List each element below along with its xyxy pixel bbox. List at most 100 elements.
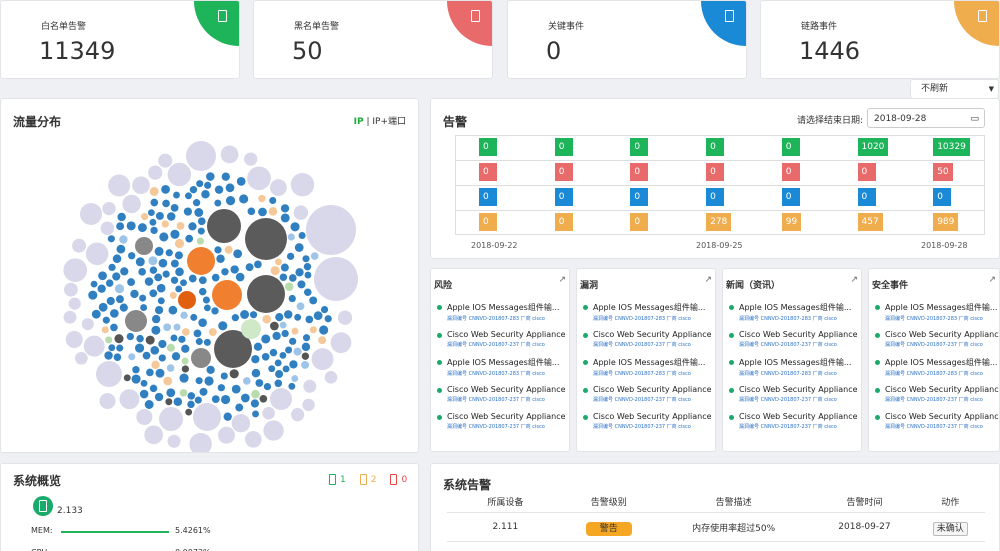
news-item[interactable]: Cisco Web Security Appliance ... 漏洞编号 CNN… xyxy=(437,330,565,348)
item-title: Cisco Web Security Appliance ... xyxy=(593,384,711,394)
bubble xyxy=(240,393,250,403)
bubble xyxy=(165,398,173,406)
bubble xyxy=(258,194,266,203)
bubble xyxy=(146,368,154,377)
bubble xyxy=(245,263,254,272)
bubble xyxy=(212,280,242,310)
bubble xyxy=(151,314,161,324)
bubble xyxy=(206,365,215,374)
bubble xyxy=(218,321,228,331)
bubble xyxy=(127,278,136,286)
toggle-ip[interactable]: IP xyxy=(353,117,364,127)
news-item[interactable]: Cisco Web Security Appliance ... 漏洞编号 CNN… xyxy=(437,385,565,403)
bubble xyxy=(173,191,180,199)
external-link[interactable]: ↗ xyxy=(558,275,566,285)
bubble xyxy=(136,334,144,343)
bubble xyxy=(216,254,225,263)
news-item[interactable]: Cisco Web Security Appliance ... 漏洞编号 CNN… xyxy=(729,385,857,403)
bubble xyxy=(137,223,147,233)
bubble xyxy=(101,326,109,334)
bubble xyxy=(310,252,319,260)
date-input[interactable]: 2018-09-28 ▭ xyxy=(867,108,985,128)
item-title: Apple IOS Messages组件输... xyxy=(593,303,706,312)
external-link[interactable]: ↗ xyxy=(850,275,858,285)
news-item[interactable]: Apple IOS Messages组件输... 漏洞编号 CNNVD-20180… xyxy=(437,357,565,377)
header-cell: 告警级别 xyxy=(563,490,654,513)
device-icon xyxy=(33,496,53,516)
bubble xyxy=(135,257,145,267)
bubble xyxy=(98,271,107,281)
news-item[interactable]: Cisco Web Security Appliance ... 漏洞编号 CNN… xyxy=(875,412,999,430)
alerts-panel: 告警 请选择结束日期: 2018-09-28 ▭ 0 0 0 0 0 1020 10329 0 0… xyxy=(430,98,1000,259)
bubble xyxy=(189,185,198,194)
bubble xyxy=(194,208,204,217)
bubble xyxy=(176,222,185,230)
bubble xyxy=(185,234,194,243)
confirm-button[interactable]: 未确认 xyxy=(932,521,968,536)
news-item[interactable]: Cisco Web Security Appliance ... 漏洞编号 CNN… xyxy=(729,412,857,430)
bubble xyxy=(162,270,170,278)
bubble xyxy=(239,194,249,204)
bubble xyxy=(186,141,216,171)
bubble xyxy=(135,237,153,255)
panel-title: 告警 xyxy=(443,115,468,129)
bubble xyxy=(202,296,210,304)
refresh-select[interactable]: 不刷新 ▼ xyxy=(910,79,999,99)
bubble xyxy=(211,273,220,282)
news-item[interactable]: Apple IOS Messages组件输... 漏洞编号 CNNVD-20180… xyxy=(729,357,857,377)
grid-line xyxy=(455,210,985,211)
external-link[interactable]: ↗ xyxy=(988,275,996,285)
bullet xyxy=(875,415,880,420)
alert-badge: 0 xyxy=(479,163,497,181)
header-cell: 动作 xyxy=(915,490,985,513)
bubble xyxy=(262,314,272,324)
alert-badge: 0 xyxy=(933,188,952,206)
item-meta: 漏洞编号 CNNVD-201807-283 厂商 cisco xyxy=(885,371,983,377)
bubble xyxy=(270,265,280,276)
stat-label: 黑名单告警 xyxy=(294,22,340,32)
bubble xyxy=(280,204,290,213)
bubble xyxy=(289,337,297,345)
bubble xyxy=(138,268,146,276)
item-title: Apple IOS Messages组件输... xyxy=(885,303,998,312)
bubble xyxy=(330,332,352,354)
toggle-ip-port[interactable]: IP+端口 xyxy=(372,117,406,127)
bubble xyxy=(258,207,267,217)
bubble xyxy=(109,309,119,318)
corner xyxy=(954,1,999,46)
bubble xyxy=(221,394,231,405)
news-item[interactable]: Cisco Web Security Appliance ... 漏洞编号 CNN… xyxy=(875,330,999,348)
cell-text: 内存使用率超过50% xyxy=(692,523,776,534)
news-item[interactable]: Cisco Web Security Appliance ... 漏洞编号 CNN… xyxy=(437,412,565,430)
news-item[interactable]: Apple IOS Messages组件输... 漏洞编号 CNNVD-20180… xyxy=(583,302,711,322)
bubble xyxy=(132,176,150,195)
item-title: Apple IOS Messages组件输... xyxy=(739,303,852,312)
metric-label: MEM: xyxy=(31,526,53,535)
alert-badge: 0 xyxy=(706,163,725,181)
bubble xyxy=(302,255,310,263)
news-item[interactable]: Apple IOS Messages组件输... 漏洞编号 CNNVD-20180… xyxy=(729,302,857,322)
news-item[interactable]: Apple IOS Messages组件输... 漏洞编号 CNNVD-20180… xyxy=(437,302,565,322)
news-item[interactable]: Cisco Web Security Appliance ... 漏洞编号 CNN… xyxy=(583,330,711,348)
bubble xyxy=(196,237,204,245)
external-link[interactable]: ↗ xyxy=(704,275,712,285)
news-item[interactable]: Cisco Web Security Appliance ... 漏洞编号 CNN… xyxy=(583,412,711,430)
item-meta: 漏洞编号 CNNVD-201807-283 厂商 cisco xyxy=(885,316,983,322)
news-item[interactable]: Cisco Web Security Appliance ... 漏洞编号 CNN… xyxy=(729,330,857,348)
news-title: 安全事件 xyxy=(872,281,909,291)
news-item[interactable]: Apple IOS Messages组件输... 漏洞编号 CNNVD-20180… xyxy=(583,357,711,377)
table-cell: 2018-09-26 xyxy=(813,541,916,551)
item-title: Cisco Web Security Appliance ... xyxy=(593,412,711,421)
news-item[interactable]: Apple IOS Messages组件输... 漏洞编号 CNNVD-20180… xyxy=(875,357,999,377)
bubble xyxy=(112,272,121,281)
item-title: Apple IOS Messages组件输... xyxy=(447,303,560,312)
news-item[interactable]: Cisco Web Security Appliance ... 漏洞编号 CNN… xyxy=(875,385,999,403)
news-item[interactable]: Cisco Web Security Appliance ... 漏洞编号 CNN… xyxy=(583,385,711,403)
alert-badge: 0 xyxy=(479,138,497,156)
bubble xyxy=(63,310,77,324)
date-tick: 2018-09-28 xyxy=(921,241,968,250)
news-item[interactable]: Apple IOS Messages组件输... 漏洞编号 CNNVD-20180… xyxy=(875,302,999,322)
bubble xyxy=(262,406,275,420)
bubble xyxy=(296,302,305,311)
bubble xyxy=(195,377,203,385)
